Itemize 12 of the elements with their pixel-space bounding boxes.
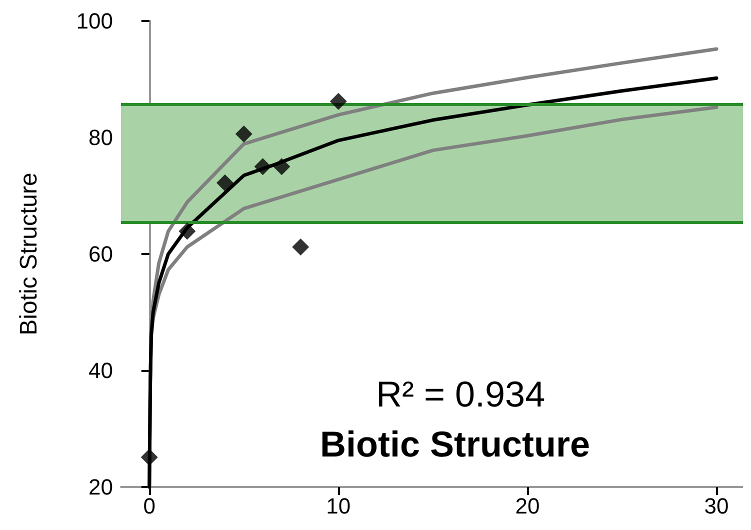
y-tick-label: 60 [88, 242, 113, 266]
x-tick-label: 30 [704, 494, 729, 518]
x-tick-label: 20 [515, 494, 540, 518]
x-tick-label: 10 [326, 494, 351, 518]
annotation: R² = 0.934 [376, 374, 546, 414]
y-tick-label: 20 [88, 474, 113, 500]
y-axis-title: Biotic Structure [16, 172, 42, 336]
x-tick-label: 0 [143, 494, 156, 518]
y-tick-label: 80 [88, 125, 113, 150]
y-tick-label: 40 [88, 358, 113, 383]
y-tick-label: 100 [76, 8, 113, 34]
annotation: Biotic Structure [320, 424, 590, 464]
